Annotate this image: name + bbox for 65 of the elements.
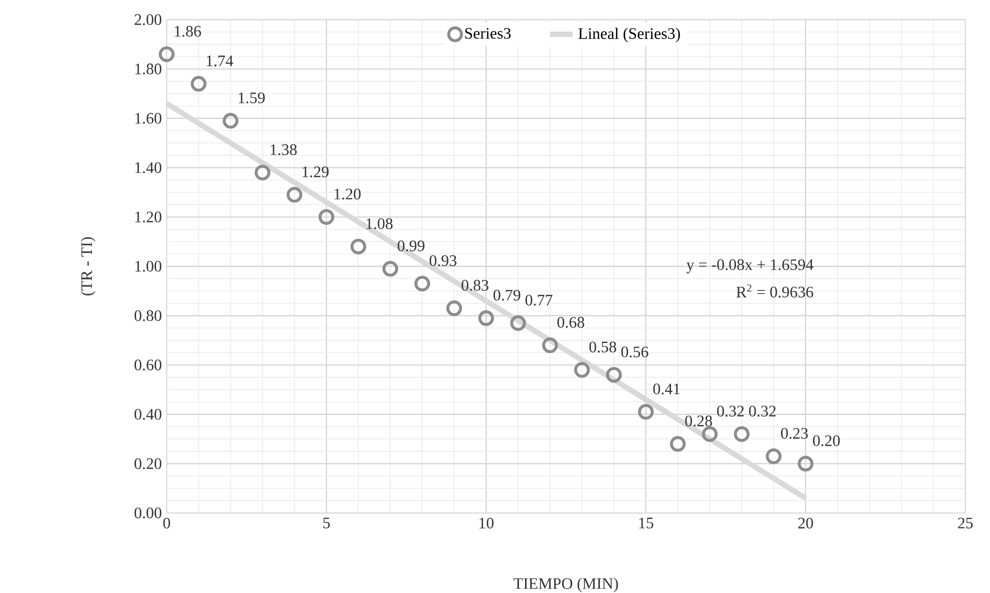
data-label: 0.28	[685, 416, 712, 426]
y-tick-label: 0.20	[134, 458, 162, 470]
data-label: 0.99	[398, 240, 424, 252]
point	[318, 209, 334, 225]
point	[286, 186, 302, 203]
legend-label: Lineal (Series3)	[578, 28, 680, 42]
legend-label: Series3	[465, 28, 511, 39]
y-tick-label: 2.00	[134, 14, 162, 26]
y-tick-label: 0.60	[134, 360, 162, 370]
point	[382, 260, 398, 277]
point	[574, 362, 590, 378]
data-label: 1.29	[302, 166, 329, 178]
data-label: 1.20	[334, 188, 361, 200]
data-label: 1.86	[174, 26, 201, 37]
point	[414, 276, 430, 292]
data-label: 1.74	[206, 56, 234, 66]
data-label: 0.32	[749, 406, 776, 417]
point	[766, 448, 782, 464]
data-label: 0.68	[557, 316, 584, 328]
point	[702, 426, 718, 442]
data-label: 1.08	[366, 218, 393, 230]
data-label: 0.83	[462, 280, 488, 291]
point	[222, 112, 238, 129]
point	[446, 300, 462, 316]
point	[798, 456, 814, 472]
data-label: 0.79	[494, 290, 520, 301]
point	[478, 310, 494, 326]
data-label: 0.32	[717, 406, 744, 417]
point	[542, 337, 558, 354]
x-tick-label: 15	[639, 518, 654, 528]
y-tick-label: 1.20	[135, 212, 162, 222]
data-label: 0.93	[430, 255, 456, 266]
data-label: 0.56	[621, 346, 648, 358]
y-tick-label: 1.40	[135, 162, 162, 174]
x-tick-label: 20	[798, 518, 813, 528]
y-tick-label: 0.40	[134, 408, 162, 420]
annotation: y = -0.08x + 1.6594	[686, 259, 814, 274]
y-tick-label: 1.80	[135, 64, 162, 74]
x-tick-label: 10	[480, 518, 494, 528]
data-label: 0.20	[813, 435, 840, 446]
point	[190, 76, 206, 92]
y-axis-title: (TR - TI)	[80, 237, 96, 296]
data-label: 1.59	[238, 92, 265, 104]
data-label: 1.38	[270, 144, 297, 156]
point	[638, 404, 654, 420]
point	[510, 315, 526, 331]
point	[670, 436, 686, 452]
data-label: 0.41	[653, 384, 680, 394]
data-label: 0.77	[525, 294, 552, 306]
point	[734, 426, 750, 442]
annotation: R$^{2}$ = 0.9636	[736, 284, 814, 298]
x-axis-title: TIEMPO (MIN)	[514, 578, 618, 592]
point	[350, 238, 366, 254]
y-tick-label: 0.80	[134, 310, 162, 322]
x-tick-label: 25	[958, 518, 973, 528]
data-label: 0.23	[781, 428, 808, 439]
point	[254, 164, 270, 180]
point	[158, 46, 175, 62]
y-tick-label: 1.00	[135, 260, 162, 272]
y-tick-label: 1.60	[135, 112, 162, 124]
x-tick-label: 0	[163, 518, 170, 528]
point	[606, 366, 622, 383]
x-tick-label: 5	[323, 518, 330, 528]
data-label: 0.58	[589, 342, 616, 352]
y-tick-label: 0.00	[134, 508, 162, 518]
